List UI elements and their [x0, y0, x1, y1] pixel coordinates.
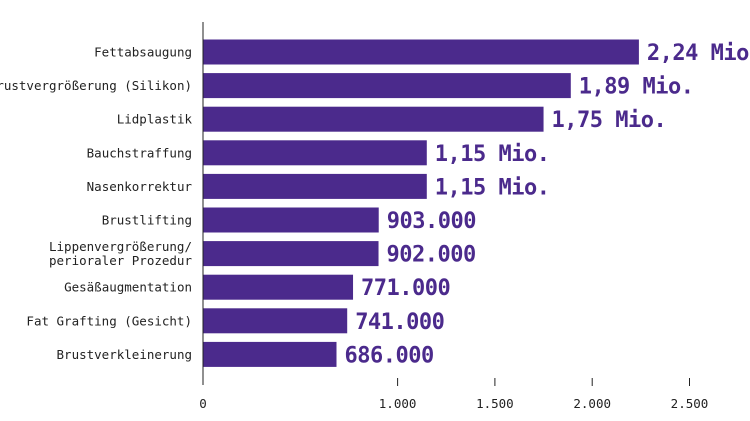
category-label: Lippenvergrößerung/perioraler Prozedur: [49, 239, 192, 268]
bar: [203, 173, 427, 199]
value-label: 2,24 Mio.: [647, 41, 750, 66]
bar: [203, 241, 379, 267]
x-tick-label: 2.000: [573, 396, 611, 411]
category-labels: Fettabsaugung Brustvergrößerung (Silikon)…: [0, 45, 192, 362]
bar: [203, 341, 337, 367]
value-label: 771.000: [361, 276, 450, 301]
bars-group: [203, 39, 639, 367]
category-label: Brustvergrößerung (Silikon): [0, 78, 192, 93]
value-label: 1,15 Mio.: [435, 142, 550, 167]
category-label: Fat Grafting (Gesicht): [26, 313, 192, 328]
bar: [203, 274, 354, 300]
value-label: 686.000: [344, 343, 433, 368]
category-label: Fettabsaugung: [94, 45, 192, 60]
bar: [203, 140, 427, 166]
bar: [203, 39, 639, 65]
category-label: Brustlifting: [102, 213, 192, 228]
x-tick-label: 0: [199, 396, 207, 411]
bar: [203, 106, 544, 132]
x-tick-label: 1.500: [476, 396, 514, 411]
bar: [203, 207, 379, 233]
value-labels: 2,24 Mio.1,89 Mio.1,75 Mio.1,15 Mio.1,15…: [344, 41, 750, 368]
value-label: 1,89 Mio.: [579, 75, 694, 100]
bar: [203, 73, 571, 99]
category-label: Gesäßaugmentation: [64, 280, 192, 295]
category-label: Nasenkorrektur: [87, 179, 193, 194]
value-label: 1,75 Mio.: [552, 108, 667, 133]
bar: [203, 308, 348, 334]
x-tick-label: 2.500: [671, 396, 709, 411]
value-label: 1,15 Mio.: [435, 175, 550, 200]
value-label: 902.000: [387, 243, 476, 268]
x-tick-label: 1.000: [379, 396, 417, 411]
category-label: Bauchstraffung: [87, 145, 192, 160]
category-label: Brustverkleinerung: [57, 347, 192, 362]
value-label: 903.000: [387, 209, 476, 234]
x-axis-ticks: 0 1.000 1.500 2.000 2.500: [199, 378, 708, 411]
value-label: 741.000: [355, 310, 444, 335]
category-label: Lidplastik: [117, 112, 193, 127]
